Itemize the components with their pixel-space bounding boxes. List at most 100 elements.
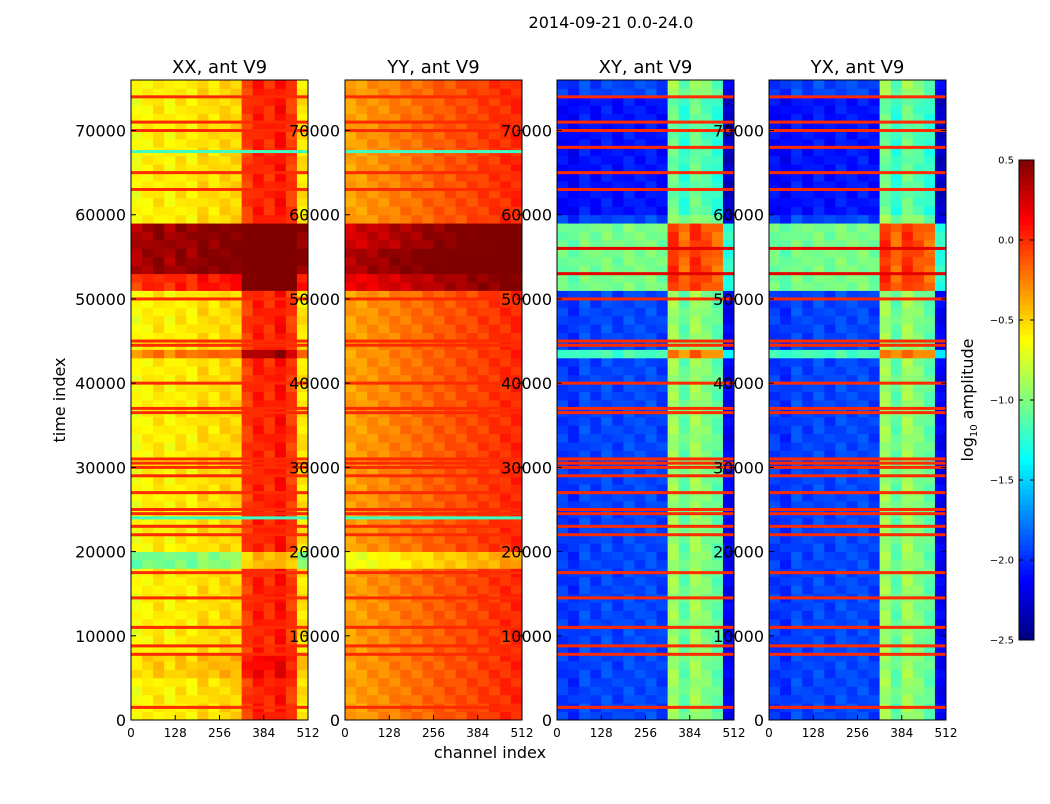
heatmap-cell	[769, 611, 780, 620]
heatmap-stripe	[557, 706, 734, 709]
heatmap-cell	[657, 543, 668, 552]
heatmap-cell	[445, 602, 456, 611]
heatmap-cell	[242, 669, 253, 678]
heatmap-cell	[924, 543, 935, 552]
heatmap-cell	[869, 349, 880, 358]
heatmap-cell	[579, 560, 590, 569]
heatmap-cell	[511, 358, 522, 367]
heatmap-cell	[445, 248, 456, 257]
heatmap-cell	[345, 156, 356, 165]
heatmap-cell	[175, 686, 186, 695]
heatmap-cell	[690, 316, 701, 325]
heatmap-cell	[220, 585, 231, 594]
heatmap-cell	[902, 636, 913, 645]
heatmap-cell	[164, 223, 175, 232]
heatmap-cell	[791, 206, 802, 215]
heatmap-cell	[511, 585, 522, 594]
heatmap-cell	[153, 265, 164, 274]
heatmap-cell	[568, 434, 579, 443]
heatmap-cell	[208, 232, 219, 241]
heatmap-cell	[153, 695, 164, 704]
heatmap-cell	[197, 223, 208, 232]
heatmap-cell	[511, 425, 522, 434]
heatmap-cell	[723, 105, 734, 114]
heatmap-cell	[297, 695, 308, 704]
heatmap-cell	[197, 215, 208, 224]
heatmap-stripe	[131, 95, 308, 98]
heatmap-cell	[813, 316, 824, 325]
heatmap-cell	[264, 215, 275, 224]
heatmap-panel: YX, ant V9010000200003000040000500006000…	[713, 57, 957, 740]
heatmap-cell	[142, 349, 153, 358]
heatmap-cell	[769, 223, 780, 232]
heatmap-cell	[297, 257, 308, 266]
heatmap-cell	[242, 712, 253, 721]
heatmap-cell	[712, 695, 723, 704]
heatmap-cell	[668, 349, 679, 358]
heatmap-cell	[723, 358, 734, 367]
heatmap-cell	[701, 349, 712, 358]
heatmap-cell	[568, 206, 579, 215]
heatmap-cell	[557, 425, 568, 434]
panel-title: XY, ant V9	[599, 57, 693, 78]
heatmap-cell	[902, 686, 913, 695]
heatmap-cell	[913, 156, 924, 165]
heatmap-cell	[780, 442, 791, 451]
heatmap-cell	[131, 417, 142, 426]
heatmap-cell	[445, 434, 456, 443]
heatmap-cell	[590, 678, 601, 687]
heatmap-cell	[389, 324, 400, 333]
heatmap-cell	[367, 223, 378, 232]
heatmap-cell	[253, 349, 264, 358]
heatmap-cell	[791, 712, 802, 721]
heatmap-cell	[478, 602, 489, 611]
heatmap-cell	[445, 223, 456, 232]
heatmap-cell	[791, 156, 802, 165]
heatmap-cell	[880, 602, 891, 611]
heatmap-cell	[858, 223, 869, 232]
heatmap-cell	[579, 611, 590, 620]
heatmap-cell	[186, 282, 197, 291]
heatmap-cell	[142, 198, 153, 207]
heatmap-cell	[489, 695, 500, 704]
heatmap-cell	[186, 392, 197, 401]
heatmap-cell	[400, 257, 411, 266]
heatmap-stripe	[557, 457, 734, 460]
heatmap-cell	[668, 358, 679, 367]
heatmap-cell	[186, 434, 197, 443]
heatmap-cell	[891, 232, 902, 241]
heatmap-cell	[657, 560, 668, 569]
heatmap-cell	[612, 307, 623, 316]
heatmap-cell	[220, 425, 231, 434]
heatmap-cell	[264, 611, 275, 620]
heatmap-cell	[467, 105, 478, 114]
heatmap-cell	[902, 282, 913, 291]
heatmap-cell	[264, 442, 275, 451]
heatmap-cell	[389, 552, 400, 561]
heatmap-cell	[769, 366, 780, 375]
heatmap-cell	[253, 611, 264, 620]
heatmap-cell	[345, 248, 356, 257]
heatmap-cell	[400, 105, 411, 114]
heatmap-cell	[411, 358, 422, 367]
heatmap-cell	[264, 434, 275, 443]
heatmap-cell	[913, 552, 924, 561]
heatmap-cell	[411, 611, 422, 620]
heatmap-cell	[557, 560, 568, 569]
heatmap-cell	[445, 577, 456, 586]
heatmap-cell	[220, 358, 231, 367]
heatmap-cell	[679, 695, 690, 704]
heatmap-cell	[164, 636, 175, 645]
heatmap-cell	[242, 307, 253, 316]
heatmap-cell	[690, 425, 701, 434]
heatmap-cell	[557, 585, 568, 594]
heatmap-cell	[712, 257, 723, 266]
x-tick-label: 256	[208, 726, 231, 740]
heatmap-cell	[367, 198, 378, 207]
heatmap-cell	[835, 712, 846, 721]
heatmap-cell	[175, 232, 186, 241]
heatmap-cell	[153, 282, 164, 291]
heatmap-cell	[242, 585, 253, 594]
heatmap-cell	[579, 198, 590, 207]
heatmap-cell	[590, 636, 601, 645]
